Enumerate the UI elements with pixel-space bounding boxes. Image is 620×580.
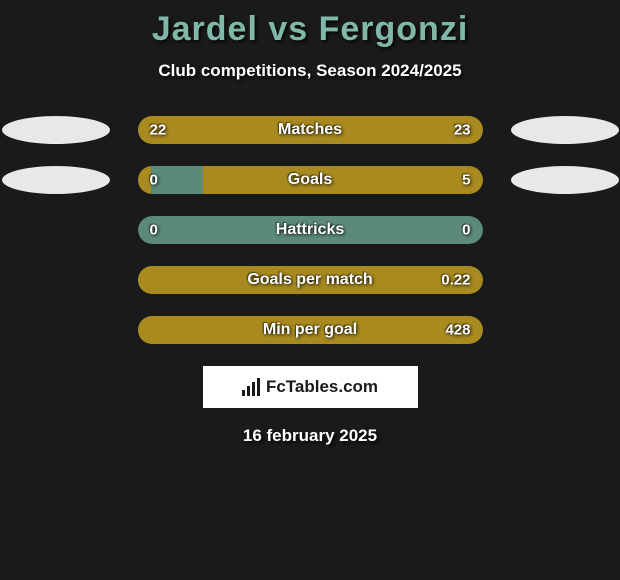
date-text: 16 february 2025	[0, 426, 620, 446]
stat-name: Goals	[288, 171, 332, 189]
subtitle: Club competitions, Season 2024/2025	[0, 61, 620, 81]
stat-name: Hattricks	[276, 221, 344, 239]
comparison-container: Jardel vs Fergonzi Club competitions, Se…	[0, 0, 620, 446]
stat-right-value: 0	[462, 222, 470, 239]
logo-text: FcTables.com	[266, 377, 378, 397]
stat-right-value: 23	[454, 122, 471, 139]
page-title: Jardel vs Fergonzi	[0, 10, 620, 49]
stat-row: 22 Matches 23	[0, 116, 620, 144]
stat-bar: 0 Goals 5	[138, 166, 483, 194]
stat-name: Goals per match	[247, 271, 372, 289]
bar-right-fill	[203, 166, 482, 194]
stat-bar: 22 Matches 23	[138, 116, 483, 144]
stat-bar: Min per goal 428	[138, 316, 483, 344]
stats-area: 22 Matches 23 0 Goals 5 0 Hattricks 0 Goals per m…	[0, 116, 620, 344]
player-left-oval	[2, 166, 110, 194]
chart-icon	[242, 378, 262, 396]
stat-row: Goals per match 0.22	[0, 266, 620, 294]
stat-name: Min per goal	[263, 321, 357, 339]
stat-row: Min per goal 428	[0, 316, 620, 344]
stat-left-value: 0	[150, 172, 158, 189]
stat-row: 0 Goals 5	[0, 166, 620, 194]
stat-bar: 0 Hattricks 0	[138, 216, 483, 244]
stat-left-value: 22	[150, 122, 167, 139]
player-right-oval	[511, 116, 619, 144]
stat-right-value: 0.22	[441, 272, 470, 289]
stat-right-value: 5	[462, 172, 470, 189]
stat-right-value: 428	[445, 322, 470, 339]
logo-badge: FcTables.com	[203, 366, 418, 408]
stat-row: 0 Hattricks 0	[0, 216, 620, 244]
player-left-oval	[2, 116, 110, 144]
stat-left-value: 0	[150, 222, 158, 239]
stat-bar: Goals per match 0.22	[138, 266, 483, 294]
stat-name: Matches	[278, 121, 342, 139]
player-right-oval	[511, 166, 619, 194]
